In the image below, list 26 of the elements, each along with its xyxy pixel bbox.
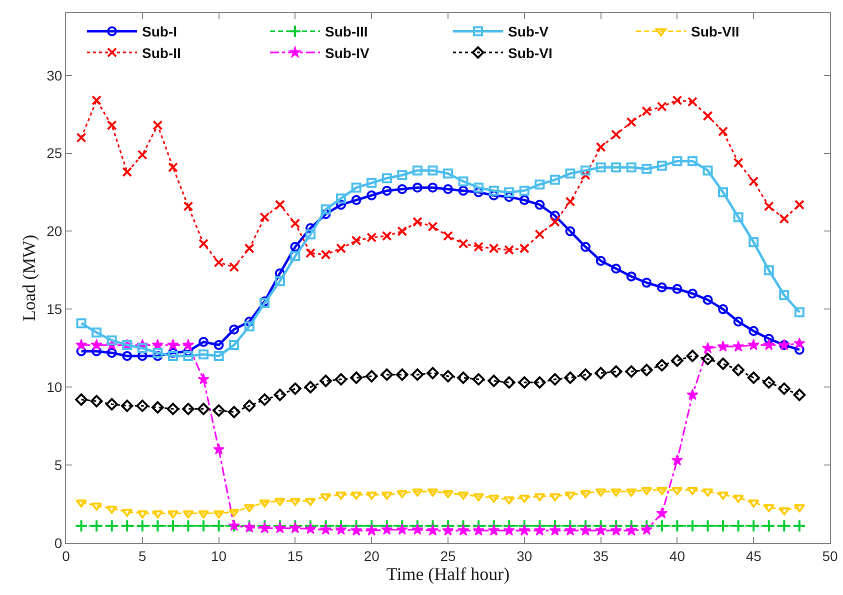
y-tick-label: 25 xyxy=(46,145,62,162)
x-tick-label: 25 xyxy=(440,548,456,564)
x-tick-label: 30 xyxy=(516,548,532,564)
y-tick-label: 30 xyxy=(46,67,62,84)
y-axis-title: Load (MW) xyxy=(18,234,39,322)
legend-label: Sub-IV xyxy=(325,44,370,61)
y-tick-label: 10 xyxy=(46,379,62,396)
x-tick-label: 35 xyxy=(593,548,609,564)
y-tick-label: 5 xyxy=(54,456,62,473)
x-tick-label: 20 xyxy=(364,548,380,564)
legend-label: Sub-VII xyxy=(691,24,740,40)
y-tick-label: 15 xyxy=(46,301,62,318)
legend-label: Sub-VI xyxy=(508,44,552,61)
legend-label: Sub-II xyxy=(142,44,181,61)
legend-label: Sub-V xyxy=(508,24,550,40)
y-tick-label: 20 xyxy=(46,223,62,240)
x-tick-label: 10 xyxy=(211,548,227,564)
legend-label: Sub-I xyxy=(142,24,177,40)
x-tick-label: 5 xyxy=(138,548,146,564)
x-tick-label: 50 xyxy=(822,548,838,564)
x-tick-label: 45 xyxy=(746,548,762,564)
legend-label: Sub-III xyxy=(325,24,368,40)
y-tick-label: 0 xyxy=(54,534,62,551)
x-tick-label: 15 xyxy=(287,548,304,564)
x-tick-label: 40 xyxy=(669,548,686,564)
x-axis-title: Time (Half hour) xyxy=(386,564,510,584)
